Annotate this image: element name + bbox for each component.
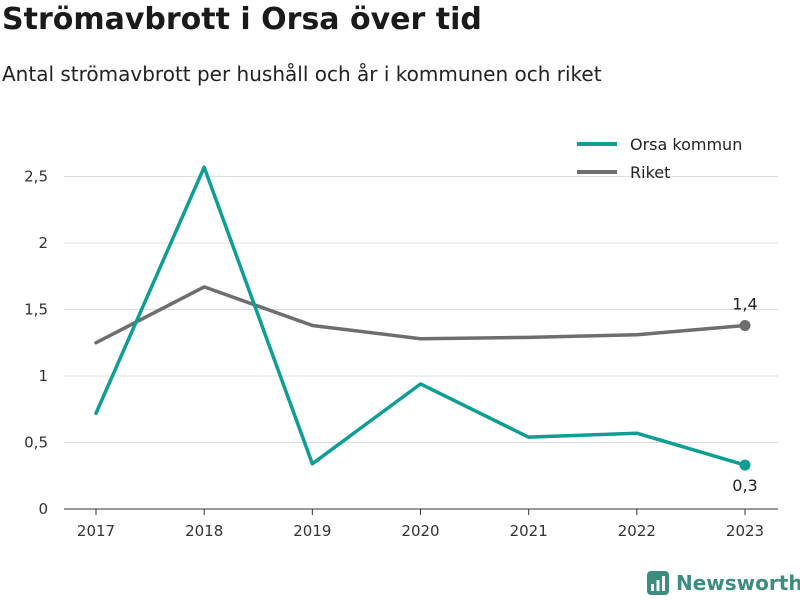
x-tick-label: 2017 xyxy=(77,522,115,540)
x-tick-label: 2018 xyxy=(185,522,223,540)
y-tick-label: 0 xyxy=(38,500,48,518)
end-value-label: 0,3 xyxy=(732,476,757,495)
x-tick-label: 2019 xyxy=(293,522,331,540)
x-tick-label: 2023 xyxy=(726,522,764,540)
newsworthy-logo-icon xyxy=(647,571,669,595)
end-point-orsa-kommun xyxy=(739,459,751,471)
chart-subtitle: Antal strömavbrott per hushåll och år i … xyxy=(2,62,602,86)
series-line-riket xyxy=(94,285,747,345)
x-tick-label: 2021 xyxy=(510,522,548,540)
y-tick-label: 2,5 xyxy=(24,168,48,186)
x-tick-label: 2022 xyxy=(618,522,656,540)
end-point-riket xyxy=(739,319,751,331)
series-line-orsa-kommun xyxy=(94,165,747,467)
y-tick-label: 0,5 xyxy=(24,434,48,452)
y-tick-label: 1 xyxy=(38,367,48,385)
chart-title: Strömavbrott i Orsa över tid xyxy=(2,2,482,37)
brand-name: Newsworthy xyxy=(676,571,800,595)
brand-logo: Newsworthy xyxy=(646,570,800,596)
legend-label: Riket xyxy=(630,163,670,182)
end-value-label: 1,4 xyxy=(732,294,757,313)
x-tick-label: 2020 xyxy=(401,522,439,540)
legend-label: Orsa kommun xyxy=(630,135,742,154)
y-tick-label: 2 xyxy=(38,234,48,252)
y-tick-label: 1,5 xyxy=(24,301,48,319)
